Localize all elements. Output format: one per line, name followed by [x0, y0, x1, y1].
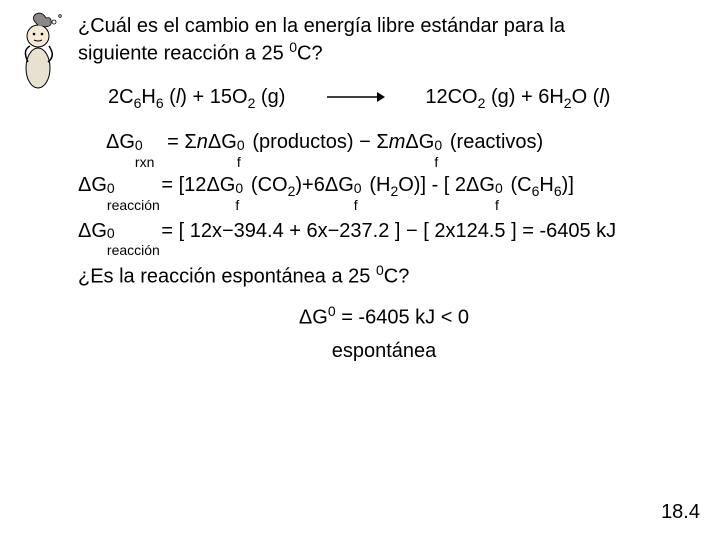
- rr4: ): [604, 86, 611, 108]
- dg1: ΔG: [106, 131, 135, 153]
- answer-dg: ΔG0 = -6405 kJ < 0: [78, 303, 690, 331]
- rl2: H: [141, 86, 155, 108]
- e2f: (C: [505, 174, 532, 196]
- f5: f: [235, 197, 239, 215]
- dg5: ΔG: [206, 174, 235, 196]
- rxn1: rxn: [135, 154, 154, 172]
- q2b: C?: [384, 265, 410, 287]
- sigA: Σ: [184, 131, 196, 153]
- rl5: (g): [255, 86, 285, 108]
- rl-s6b: 6: [156, 95, 164, 111]
- nI: n: [197, 131, 208, 153]
- rl4: ) + 15O: [180, 86, 247, 108]
- q1-deg-sup: 0: [289, 39, 297, 55]
- q1-deg-unit: C?: [297, 43, 323, 65]
- e2b: (CO: [245, 174, 287, 196]
- reaction-left: 2C6H6 (l) + 15O2 (g): [108, 85, 285, 113]
- thinking-person-clipart: [18, 12, 66, 92]
- q2a: ¿Es la reacción espontánea a 25: [78, 265, 376, 287]
- rr2: (g) + 6H: [485, 86, 563, 108]
- gibbs-substituted: ΔG0reacción = [12ΔG0f (CO2)+6ΔG0f (H2O)]…: [78, 173, 690, 201]
- dg7: ΔG: [466, 174, 495, 196]
- react: (reactivos): [444, 131, 543, 153]
- rr-s2b: 2: [564, 95, 572, 111]
- s6y: 6: [554, 183, 562, 199]
- f6: f: [354, 197, 358, 215]
- answer-spontaneous: espontánea: [78, 339, 690, 364]
- dg6: ΔG: [325, 174, 354, 196]
- slide-content: ¿Cuál es el cambio en la energía libre e…: [78, 14, 690, 372]
- rxn3: reacción: [107, 242, 160, 260]
- s6x: 6: [532, 183, 540, 199]
- ans1: = -6405 kJ < 0: [336, 307, 469, 329]
- e3: = [ 12x−394.4 + 6x−237.2 ] − [ 2x124.5 ]…: [156, 220, 616, 242]
- e2c: )+6: [295, 174, 324, 196]
- z6: 0: [354, 180, 362, 198]
- dg3: ΔG: [405, 131, 434, 153]
- chemical-reaction: 2C6H6 (l) + 15O2 (g) 12CO2 (g) + 6H2O (l…: [108, 85, 690, 113]
- e2e: O)] - [ 2: [398, 174, 466, 196]
- z3: 0: [434, 137, 442, 155]
- f7: f: [495, 197, 499, 215]
- dg4: ΔG: [78, 174, 107, 196]
- rl3: (: [164, 86, 176, 108]
- dg9: ΔG: [299, 307, 328, 329]
- z9: 0: [328, 303, 336, 319]
- q2sup: 0: [376, 262, 384, 278]
- question-2: ¿Es la reacción espontánea a 25 0C?: [78, 262, 690, 290]
- q1-line1: ¿Cuál es el cambio en la energía libre e…: [78, 15, 565, 37]
- eq1: =: [162, 131, 185, 153]
- e2g: )]: [562, 174, 574, 196]
- rl1: 2C: [108, 86, 134, 108]
- question-1: ¿Cuál es el cambio en la energía libre e…: [78, 14, 690, 67]
- z7: 0: [495, 180, 503, 198]
- sigB: Σ: [376, 131, 388, 153]
- mI: m: [389, 131, 406, 153]
- q1-line2: siguiente reacción a 25: [78, 43, 289, 65]
- rr3: O (: [572, 86, 600, 108]
- dg2: ΔG: [208, 131, 237, 153]
- z4: 0: [107, 180, 115, 198]
- prod: (productos): [247, 131, 354, 153]
- z8: 0: [107, 225, 115, 243]
- z2: 0: [237, 137, 245, 155]
- reaction-arrow-icon: [325, 86, 385, 111]
- minus1: −: [359, 131, 376, 153]
- e2a: = [12: [156, 174, 207, 196]
- z1: 0: [135, 137, 143, 155]
- reaction-right: 12CO2 (g) + 6H2O (l): [425, 85, 610, 113]
- dg8: ΔG: [78, 220, 107, 242]
- f2: f: [237, 154, 241, 172]
- gibbs-numeric: ΔG0reacción = [ 12x−394.4 + 6x−237.2 ] −…: [78, 219, 690, 244]
- e2d: (H: [364, 174, 391, 196]
- page-number: 18.4: [661, 501, 700, 524]
- rxn2: reacción: [107, 197, 160, 215]
- rr1: 12CO: [425, 86, 477, 108]
- z5: 0: [235, 180, 243, 198]
- f3: f: [434, 154, 438, 172]
- gibbs-general-formula: ΔG0rxn = ΣnΔG0f (productos) − ΣmΔG0f (re…: [106, 130, 690, 155]
